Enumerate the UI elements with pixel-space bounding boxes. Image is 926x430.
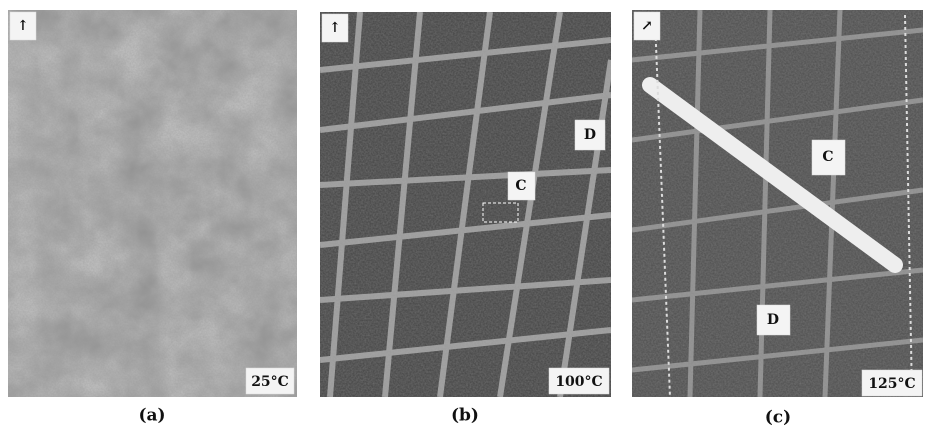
panel-b: ↑ D C 100°C	[320, 12, 611, 397]
caption: (c)	[765, 408, 791, 428]
svg-text:↗: ↗	[641, 18, 653, 34]
svg-text:↑: ↑	[17, 18, 29, 34]
panel-c: ↗ C D 125°C	[632, 10, 923, 397]
caption: (b)	[451, 406, 479, 426]
temperature: 100°C	[555, 374, 602, 390]
svg-text:↑: ↑	[329, 20, 341, 36]
figure: ↑ 25°C ↑ D C 100°C	[0, 0, 926, 430]
annotation: C	[515, 178, 526, 194]
panel-a: ↑ 25°C	[8, 10, 297, 397]
caption: (a)	[138, 406, 165, 426]
temperature: 125°C	[868, 376, 915, 392]
temperature: 25°C	[251, 374, 289, 390]
annotation: D	[767, 312, 779, 328]
annotation: C	[822, 149, 833, 165]
annotation: D	[584, 127, 596, 143]
